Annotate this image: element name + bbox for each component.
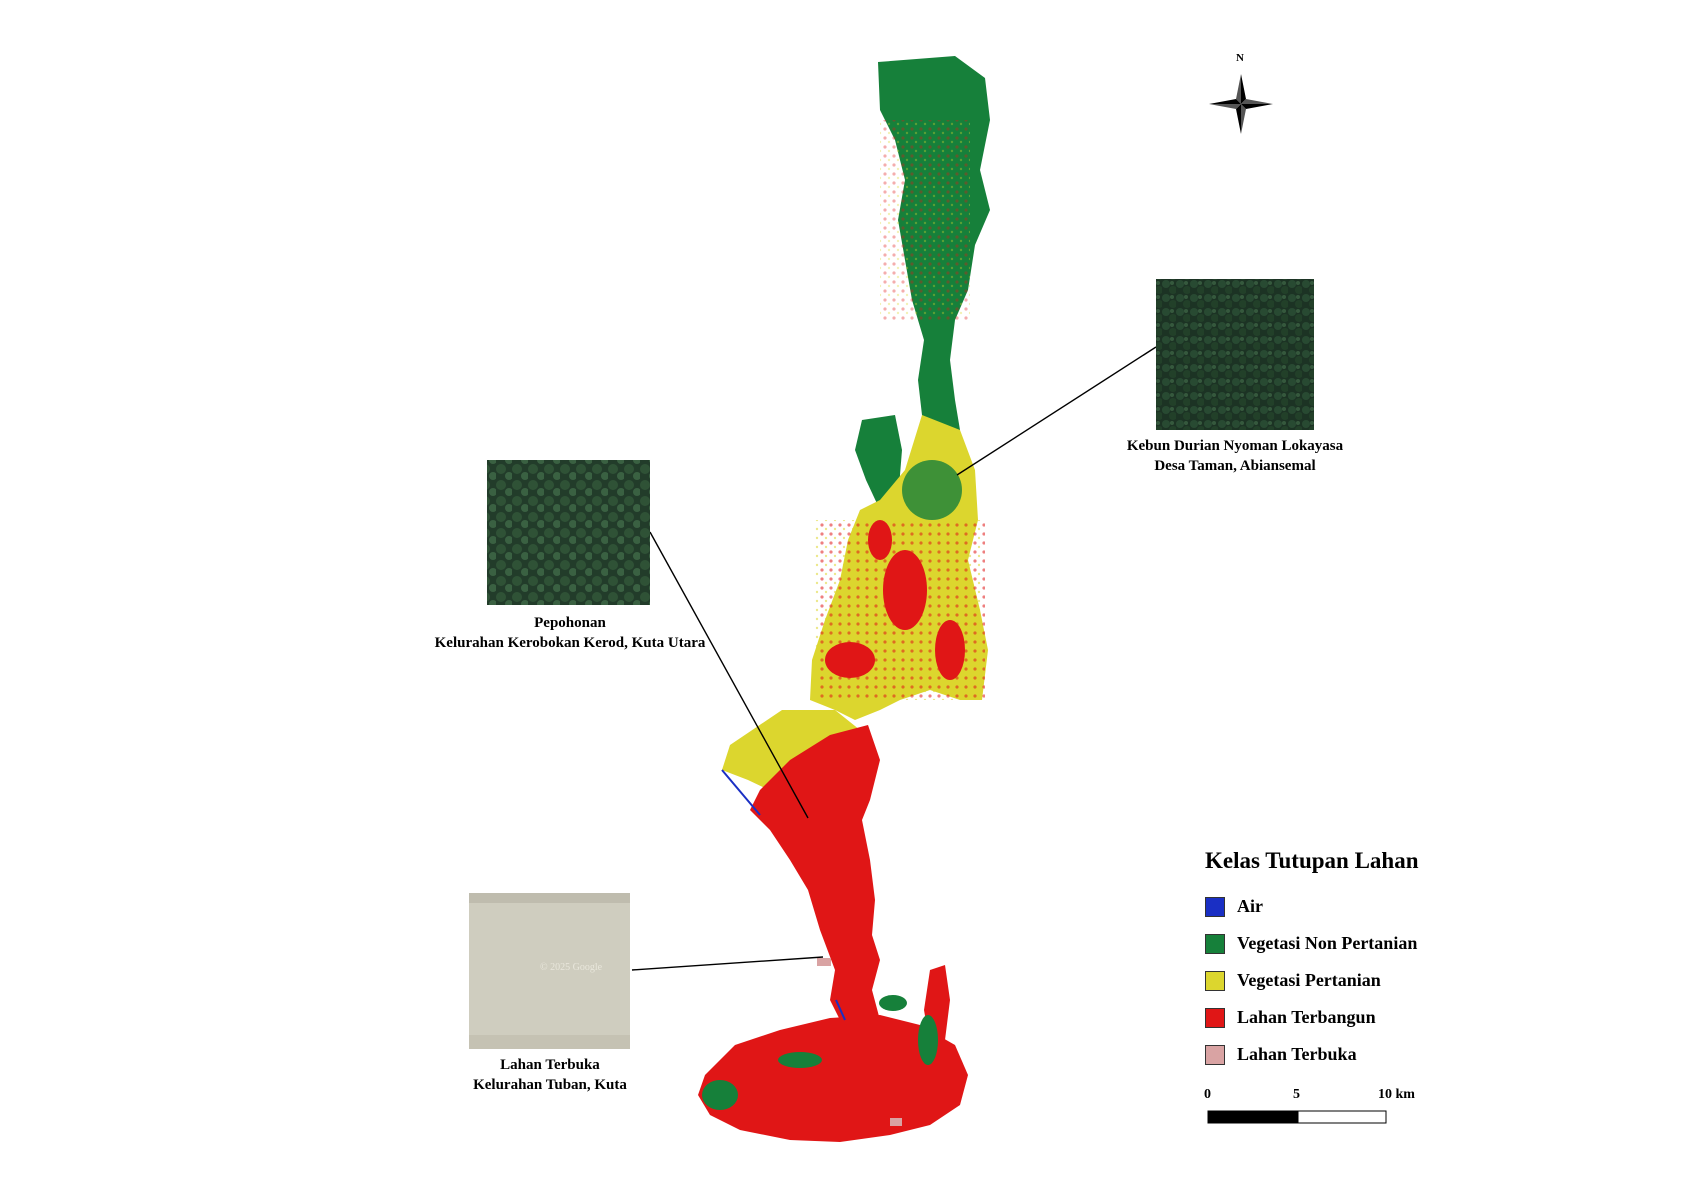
legend-item-air: Air	[1205, 888, 1419, 925]
legend-label: Lahan Terbuka	[1237, 1044, 1357, 1064]
inset-image-pepohonan	[487, 460, 650, 605]
region-lahan-terbangun-south	[698, 1015, 968, 1142]
legend-label: Lahan Terbangun	[1237, 1007, 1376, 1027]
legend-item-lahan-terbuka: Lahan Terbuka	[1205, 1036, 1419, 1073]
legend-label: Air	[1237, 896, 1263, 916]
scale-tick-10: 10 km	[1378, 1087, 1415, 1102]
inset-subtitle: Desa Taman, Abiansemal	[1154, 458, 1316, 474]
legend-title: Kelas Tutupan Lahan	[1205, 848, 1419, 873]
scale-tick-5: 5	[1293, 1087, 1300, 1102]
inset-image-kebun	[1156, 279, 1314, 430]
legend-swatch	[1205, 1044, 1225, 1065]
legend-swatch	[1205, 933, 1225, 954]
inset-title: Pepohonan	[534, 615, 606, 631]
scale-tick-0: 0	[1204, 1087, 1211, 1102]
legend-item-lahan-terbangun: Lahan Terbangun	[1205, 999, 1419, 1036]
region-west-lobe	[855, 415, 902, 510]
leader-line-kebun	[956, 346, 1157, 476]
inset-subtitle: Kelurahan Kerobokan Kerod, Kuta Utara	[434, 635, 706, 651]
compass-star-icon	[1209, 74, 1273, 134]
leader-line-lahan	[631, 956, 824, 971]
scale-bar	[1207, 1110, 1387, 1124]
region-lahan-terbangun-corridor	[750, 725, 880, 1030]
inset-caption-kebun: Kebun Durian Nyoman Lokayasa Desa Taman,…	[1120, 436, 1350, 476]
inset-title: Lahan Terbuka	[500, 1057, 600, 1073]
inset-caption-pepohonan: Pepohonan Kelurahan Kerobokan Kerod, Kut…	[420, 613, 720, 653]
water-edge	[835, 999, 846, 1021]
legend-item-vegetasi-non-pertanian: Vegetasi Non Pertanian	[1205, 925, 1419, 962]
legend-swatch	[1205, 896, 1225, 917]
water-edge	[721, 769, 761, 816]
inset-title: Kebun Durian Nyoman Lokayasa	[1126, 438, 1344, 454]
inset-caption-lahan: Lahan Terbuka Kelurahan Tuban, Kuta	[440, 1055, 660, 1095]
legend-label: Vegetasi Pertanian	[1237, 970, 1381, 990]
legend-label: Vegetasi Non Pertanian	[1237, 933, 1418, 953]
land-cover-region	[698, 56, 990, 1142]
inset-subtitle: Kelurahan Tuban, Kuta	[473, 1077, 627, 1093]
leader-line-pepohonan	[649, 531, 809, 819]
legend-swatch	[1205, 1007, 1225, 1028]
legend: Kelas Tutupan Lahan Air Vegetasi Non Per…	[1205, 848, 1419, 1073]
north-label: N	[1236, 52, 1244, 64]
legend-swatch	[1205, 970, 1225, 991]
inset-watermark: © 2025 Google	[540, 962, 603, 973]
inset-image-lahan	[469, 893, 630, 1049]
legend-item-vegetasi-pertanian: Vegetasi Pertanian	[1205, 962, 1419, 999]
